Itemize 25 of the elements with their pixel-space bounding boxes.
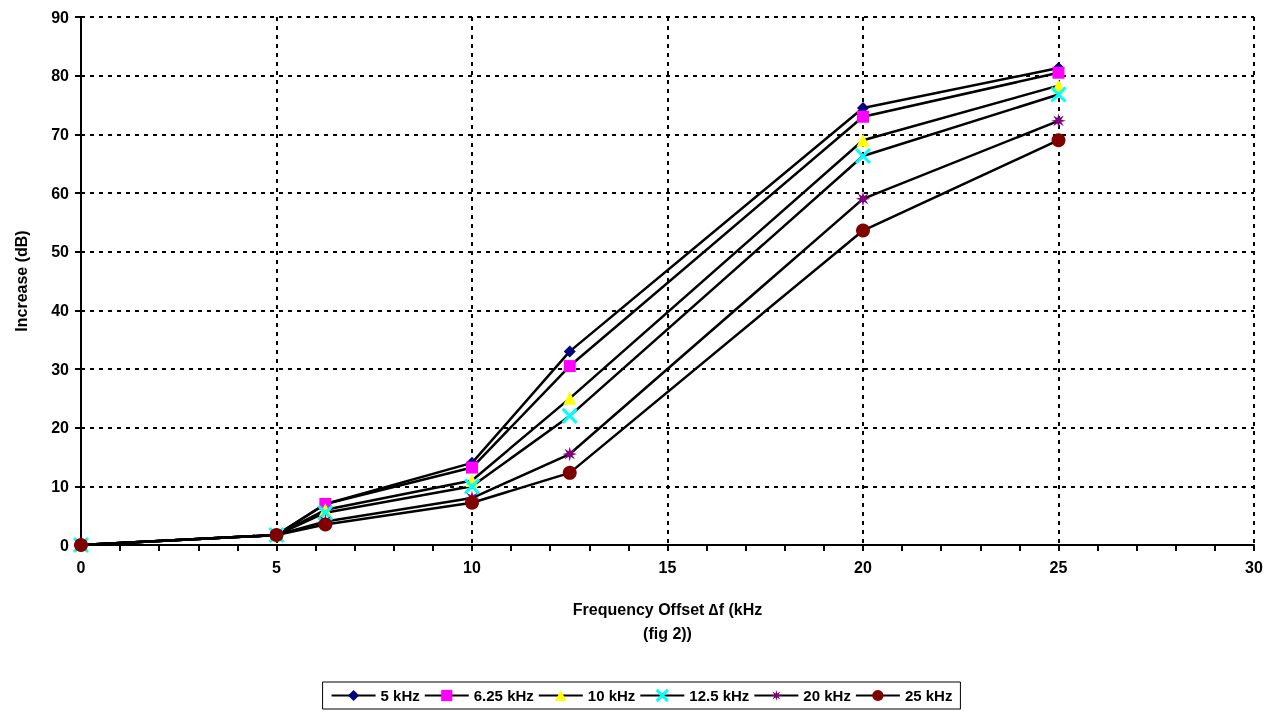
x-tick-label: 25 bbox=[1049, 558, 1068, 576]
x-tick-label: 15 bbox=[658, 558, 677, 576]
y-tick-label: 60 bbox=[51, 184, 70, 202]
legend-label: 25 kHz bbox=[904, 687, 953, 704]
x-tick-label: 20 bbox=[854, 558, 872, 576]
legend-label: 5 kHz bbox=[380, 687, 420, 704]
y-tick-label: 20 bbox=[51, 419, 70, 437]
legend-label: 20 kHz bbox=[803, 687, 851, 704]
legend-label: 12.5 kHz bbox=[689, 687, 750, 704]
y-tick-label: 80 bbox=[51, 67, 70, 85]
x-tick-label: 5 bbox=[272, 558, 282, 576]
x-tick-label: 0 bbox=[76, 558, 86, 576]
legend-label: 6.25 kHz bbox=[473, 687, 534, 704]
y-tick-label: 30 bbox=[51, 360, 70, 378]
y-tick-label: 0 bbox=[60, 536, 70, 554]
y-tick-label: 90 bbox=[51, 8, 70, 26]
y-tick-label: 10 bbox=[51, 477, 70, 495]
y-axis-title: Increase (dB) bbox=[12, 230, 30, 332]
x-axis-title: Frequency Offset ∆f (kHz (fig 2)) bbox=[572, 600, 763, 642]
y-tick-label: 50 bbox=[51, 243, 70, 261]
y-tick-label: 40 bbox=[51, 301, 70, 319]
y-tick-label: 70 bbox=[51, 125, 70, 143]
x-tick-label: 30 bbox=[1245, 558, 1263, 576]
legend-label: 10 kHz bbox=[587, 687, 636, 704]
x-tick-label: 10 bbox=[463, 558, 481, 576]
